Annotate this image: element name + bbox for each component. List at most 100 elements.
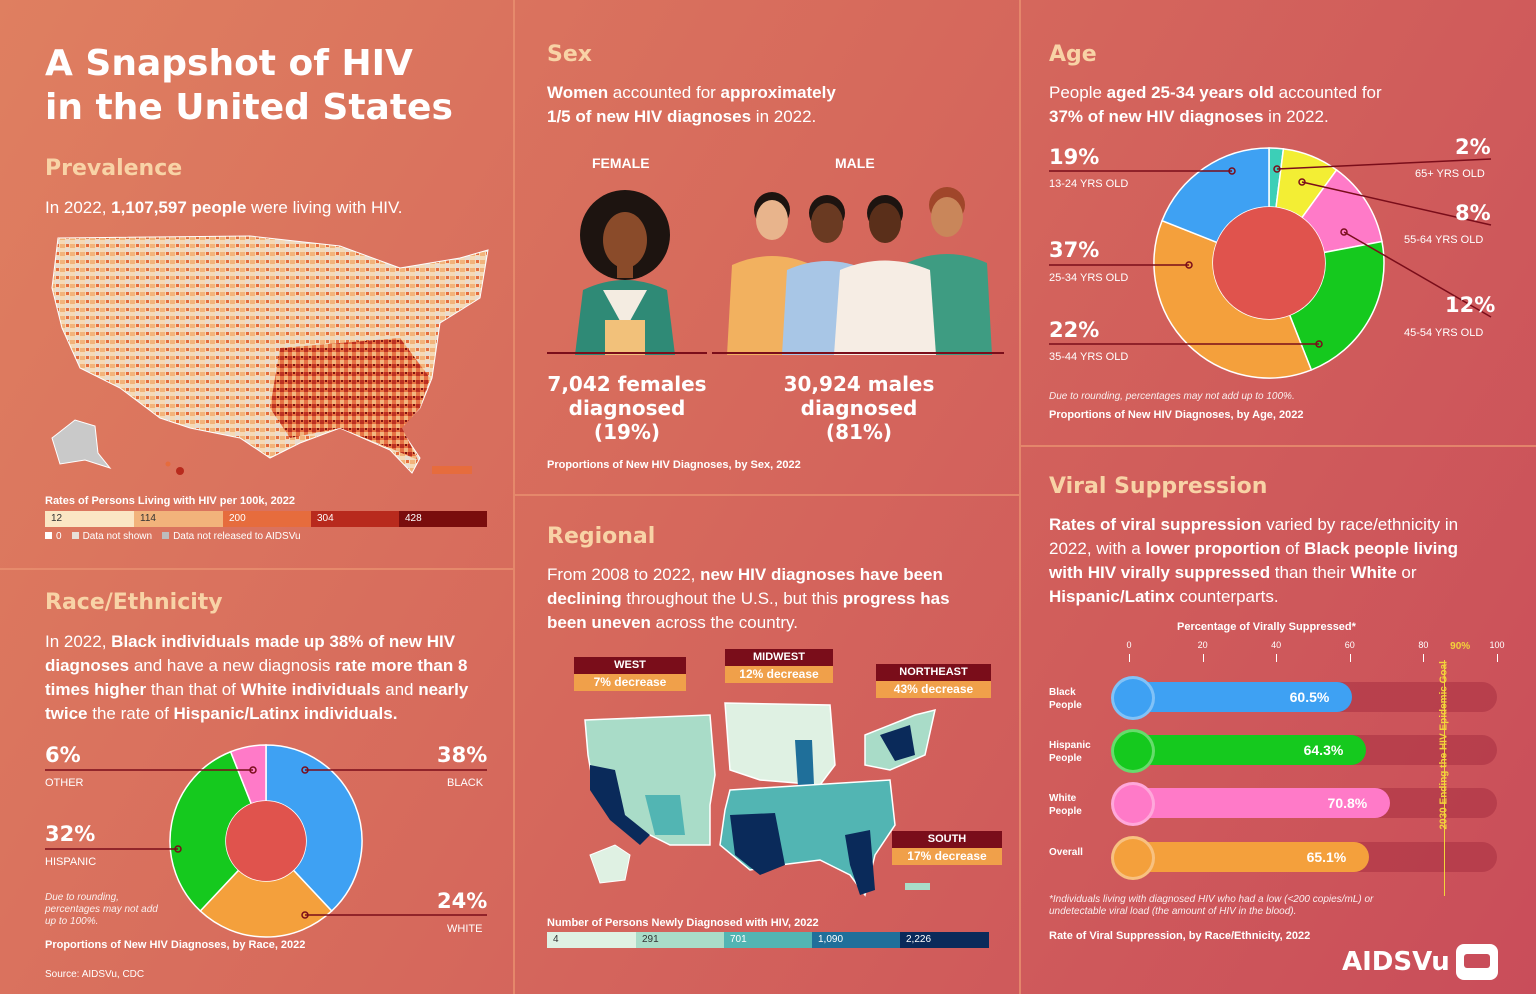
- map-us-outline: [51, 235, 489, 474]
- vs-bar-avatar-icon: [1111, 782, 1155, 826]
- map-florida: [845, 830, 875, 895]
- map-south-region: [270, 338, 430, 460]
- sex-caption: Proportions of New HIV Diagnoses, by Sex…: [547, 459, 801, 471]
- female-stat: 7,042 females diagnosed (19%): [547, 372, 707, 444]
- age-rounding-note: Due to rounding, percentages may not add…: [1049, 391, 1295, 402]
- vs-bar-avatar-icon: [1111, 729, 1155, 773]
- vs-bar-row: Overall 65.1%: [1049, 836, 1499, 880]
- leader-dot: [1298, 178, 1306, 186]
- map-hawaii: [165, 461, 171, 467]
- legend-note: Data not released to AIDSVu: [162, 531, 301, 542]
- map-hawaii: [176, 467, 184, 475]
- region-tag-south: SOUTH 17% decrease: [892, 831, 1002, 865]
- divider: [515, 494, 1019, 496]
- female-baseline: [547, 352, 707, 354]
- leader-dot: [1273, 165, 1281, 173]
- divider: [0, 568, 513, 570]
- legend-swatch: 304: [311, 511, 399, 527]
- vs-bar-value: 64.3%: [1303, 742, 1344, 758]
- vs-bar: [1129, 788, 1390, 818]
- map-alaska: [589, 844, 631, 884]
- vs-tick-mark: [1202, 654, 1204, 662]
- vs-goal-label: 90%: [1450, 641, 1471, 652]
- vs-bar: [1129, 842, 1369, 872]
- legend-note: 0: [45, 531, 62, 542]
- race-pct-hispanic: 32%: [45, 822, 96, 846]
- source-note: Source: AIDSVu, CDC: [45, 969, 145, 980]
- race-label-white: WHITE: [447, 923, 483, 935]
- divider: [513, 0, 515, 994]
- race-donut-chart: [45, 744, 487, 938]
- vs-tick-label: 60: [1344, 640, 1355, 650]
- leader-line: [1301, 181, 1492, 226]
- leader-line: [1343, 231, 1492, 318]
- leader-line: [1276, 158, 1492, 170]
- race-text: In 2022, Black individuals made up 38% o…: [45, 632, 469, 723]
- vs-bar-avatar-icon: [1111, 676, 1155, 720]
- region-tag-northeast: NORTHEAST 43% decrease: [876, 664, 991, 698]
- regional-map: [584, 702, 936, 897]
- regional-legend: 4 291 701 1,090 2,226: [547, 932, 989, 948]
- female-label: FEMALE: [592, 155, 650, 171]
- prevalence-heading: Prevalence: [45, 156, 183, 181]
- title-line-1: A Snapshot of HIV: [45, 43, 413, 84]
- region-tag-midwest: MIDWEST 12% decrease: [725, 649, 833, 683]
- viral-heading: Viral Suppression: [1049, 474, 1268, 499]
- leader-dot: [249, 766, 257, 774]
- age-pct-65plus: 2%: [1455, 135, 1491, 159]
- legend-swatch: 701: [724, 932, 812, 948]
- leader-dot: [1228, 167, 1236, 175]
- age-pct-55-64: 8%: [1455, 201, 1491, 225]
- goal-text: 2030 Ending the HIV Epidemic Goal: [1438, 661, 1450, 830]
- viral-suppression-bar-chart: 0 20 40 60 80 100 90% Black People 60.5% Hispanic…: [1049, 640, 1505, 890]
- male-baseline: [712, 352, 1004, 354]
- map-texas: [730, 813, 785, 875]
- regional-text: From 2008 to 2022, new HIV diagnoses hav…: [547, 565, 950, 632]
- vs-bar: [1129, 682, 1352, 712]
- race-label-hispanic: HISPANIC: [45, 856, 97, 868]
- prevalence-legend: 12 114 200 304 428: [45, 511, 487, 527]
- age-label-45-54: 45-54 YRS OLD: [1404, 327, 1484, 339]
- us-prevalence-map: [51, 235, 489, 475]
- goal-label-wrap: 2030 Ending the HIV Epidemic Goal: [1436, 660, 1452, 900]
- text-run: In 2022,: [45, 198, 112, 217]
- legend-swatch: 12: [45, 511, 134, 527]
- legend-swatch: 428: [399, 511, 487, 527]
- slice-white: [199, 869, 333, 938]
- regional-heading: Regional: [547, 524, 656, 549]
- logo-text: AIDSVu: [1342, 947, 1450, 977]
- map-puerto-rico: [905, 883, 930, 890]
- legend-swatch: 200: [223, 511, 311, 527]
- vs-bar-category: Hispanic People: [1049, 740, 1091, 764]
- map-alaska: [51, 419, 112, 469]
- us-map-icon: [1455, 944, 1498, 980]
- age-pct-45-54: 12%: [1445, 293, 1496, 317]
- age-label-55-64: 55-64 YRS OLD: [1404, 234, 1484, 246]
- divider: [1021, 445, 1536, 447]
- text-run: were living with HIV.: [246, 198, 403, 217]
- legend-swatch: 114: [134, 511, 223, 527]
- vs-tick-mark: [1497, 654, 1498, 662]
- race-rounding-note: Due to rounding, percentages may not add…: [45, 892, 158, 927]
- vs-axis-title: Percentage of Virally Suppressed*: [1177, 621, 1356, 633]
- vs-bar-category: Overall: [1049, 847, 1083, 858]
- age-pct-13-24: 19%: [1049, 145, 1100, 169]
- legend-swatch: 291: [636, 932, 724, 948]
- leader-dot: [301, 911, 309, 919]
- map-arizona: [645, 795, 685, 835]
- divider: [1019, 0, 1021, 994]
- leader-dot: [1340, 228, 1348, 236]
- race-heading: Race/Ethnicity: [45, 590, 223, 615]
- region-tag-west: WEST 7% decrease: [574, 657, 686, 691]
- donut-center: [1213, 207, 1325, 319]
- legend-swatch: 4: [547, 932, 636, 948]
- slice-black: [265, 744, 363, 913]
- male-stat: 30,924 males diagnosed (81%): [783, 372, 935, 444]
- vs-tick-label: 100: [1489, 640, 1505, 650]
- sex-heading: Sex: [547, 42, 592, 67]
- text-run-bold: 1,107,597 people: [111, 198, 247, 217]
- age-pct-25-34: 37%: [1049, 238, 1100, 262]
- page-title: A Snapshot of HIV in the United States: [45, 42, 453, 130]
- legend-note: Data not shown: [71, 531, 152, 542]
- age-heading: Age: [1049, 42, 1097, 67]
